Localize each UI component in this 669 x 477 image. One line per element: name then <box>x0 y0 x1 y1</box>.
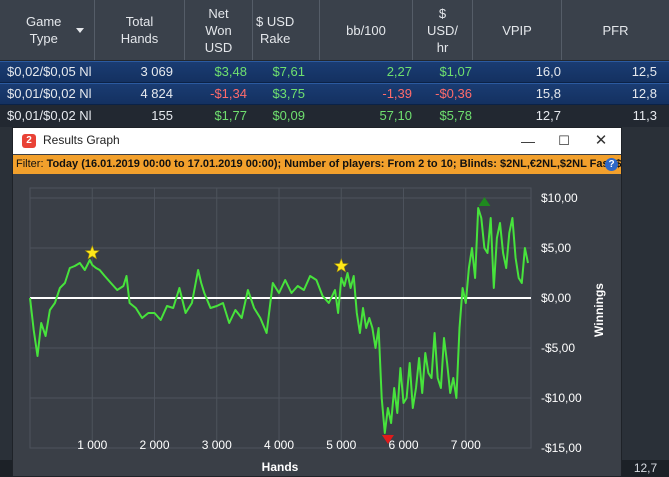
column-header-bb100[interactable]: bb/100 <box>320 0 413 60</box>
filter-bar: Filter: Today (16.01.2019 00:00 to 17.01… <box>13 155 621 174</box>
x-tick-label: 7 000 <box>451 438 481 452</box>
status-value: 12,7 <box>622 460 669 477</box>
min-marker-icon <box>381 435 394 444</box>
column-header-label: $ USD/hr <box>426 5 459 55</box>
column-header-vpip[interactable]: VPIP <box>473 0 562 60</box>
column-header-label: PFR <box>602 22 629 38</box>
cell-vpip: 16,0 <box>535 64 561 79</box>
window-titlebar[interactable]: 2 Results Graph — ☐ ✕ <box>13 128 621 154</box>
minimize-button[interactable]: — <box>521 133 535 149</box>
maximize-button[interactable]: ☐ <box>558 133 570 148</box>
column-header-label: Game Type <box>26 14 62 46</box>
cell-pfr: 11,3 <box>632 108 657 123</box>
stats-table-header: Game Type Total Hands Net Won USD $ USD Rake … <box>0 0 669 61</box>
x-tick-label: 4 000 <box>264 438 294 452</box>
max-marker-icon <box>478 197 491 206</box>
results-graph-window: 2 Results Graph — ☐ ✕ Filter: Today (16.… <box>12 127 622 477</box>
column-header-label: Total Hands <box>120 14 159 46</box>
x-tick-label: 2 000 <box>139 438 169 452</box>
table-row[interactable]: $0,01/$0,02 Nl 4 824 -$1,34 $3,75 -1,39 … <box>0 83 669 105</box>
x-tick-label: 6 000 <box>388 438 418 452</box>
x-tick-label: 5 000 <box>326 438 356 452</box>
plot-area <box>29 187 532 449</box>
winnings-series-line <box>29 207 529 434</box>
x-tick-label: 3 000 <box>202 438 232 452</box>
cell-net-won: $1,77 <box>214 108 247 123</box>
chart-markers <box>84 197 491 444</box>
sort-down-icon[interactable] <box>76 28 84 33</box>
cell-pfr: 12,5 <box>631 64 657 79</box>
cell-net-won: -$1,34 <box>210 86 247 101</box>
star-marker-icon <box>333 258 349 273</box>
y-tick-label: -$10,00 <box>541 391 582 405</box>
column-header-rake[interactable]: $ USD Rake <box>253 0 320 60</box>
column-header-usd-hr[interactable]: $ USD/hr <box>413 0 473 60</box>
cell-total-hands: 4 824 <box>140 86 173 101</box>
table-row[interactable]: $0,01/$0,02 Nl 155 $1,77 $0,09 57,10 $5,… <box>0 105 669 127</box>
column-header-net-won[interactable]: Net Won USD <box>185 0 253 60</box>
y-axis-label: Winnings <box>592 283 606 337</box>
cell-game-type: $0,01/$0,02 Nl <box>7 108 92 123</box>
column-header-label: Net Won USD <box>204 5 233 55</box>
x-axis-label: Hands <box>262 460 299 474</box>
cell-bb100: 57,10 <box>379 108 412 123</box>
close-button[interactable]: ✕ <box>594 132 608 149</box>
cell-rake: $0,09 <box>272 108 305 123</box>
cell-usd-hr: -$0,36 <box>435 86 472 101</box>
cell-usd-hr: $5,78 <box>439 108 472 123</box>
column-header-total-hands[interactable]: Total Hands <box>95 0 185 60</box>
column-header-label: VPIP <box>502 22 532 38</box>
cell-total-hands: 3 069 <box>140 64 173 79</box>
y-tick-label: -$5,00 <box>541 341 575 355</box>
cell-usd-hr: $1,07 <box>439 64 472 79</box>
cell-net-won: $3,48 <box>214 64 247 79</box>
column-header-game-type[interactable]: Game Type <box>0 0 95 60</box>
chart-tick-labels: 1 000 2 000 3 000 4 000 5 000 6 000 7 000 $10,0… <box>77 191 582 455</box>
y-tick-label: -$15,00 <box>541 441 582 455</box>
cell-pfr: 12,8 <box>631 86 657 101</box>
help-icon[interactable]: ? <box>605 158 618 171</box>
column-header-pfr[interactable]: PFR <box>562 0 669 60</box>
winnings-line <box>29 207 529 434</box>
cell-total-hands: 155 <box>151 108 173 123</box>
results-chart: 1 000 2 000 3 000 4 000 5 000 6 000 7 000 $10,0… <box>29 187 606 474</box>
cell-vpip: 15,8 <box>535 86 561 101</box>
cell-rake: $7,61 <box>272 64 305 79</box>
cell-bb100: 2,27 <box>386 64 412 79</box>
y-tick-label: $5,00 <box>541 241 571 255</box>
y-tick-label: $10,00 <box>541 191 578 205</box>
cell-game-type: $0,02/$0,05 Nl <box>7 64 92 79</box>
star-marker-icon <box>84 245 100 260</box>
cell-vpip: 12,7 <box>535 108 561 123</box>
column-header-label: $ USD Rake <box>256 14 295 46</box>
app-logo-icon: 2 <box>22 134 36 148</box>
filter-text: Today (16.01.2019 00:00 to 17.01.2019 00… <box>46 158 621 170</box>
bottom-strip <box>0 460 12 477</box>
cell-bb100: -1,39 <box>382 86 412 101</box>
cell-game-type: $0,01/$0,02 Nl <box>7 86 92 101</box>
filter-prefix: Filter: <box>16 158 47 170</box>
table-row[interactable]: $0,02/$0,05 Nl 3 069 $3,48 $7,61 2,27 $1… <box>0 61 669 83</box>
x-tick-label: 1 000 <box>77 438 107 452</box>
y-tick-label: $0,00 <box>541 291 571 305</box>
column-header-label: bb/100 <box>346 22 386 38</box>
chart-grid <box>29 187 532 449</box>
window-title: Results Graph <box>43 133 120 147</box>
cell-rake: $3,75 <box>272 86 305 101</box>
